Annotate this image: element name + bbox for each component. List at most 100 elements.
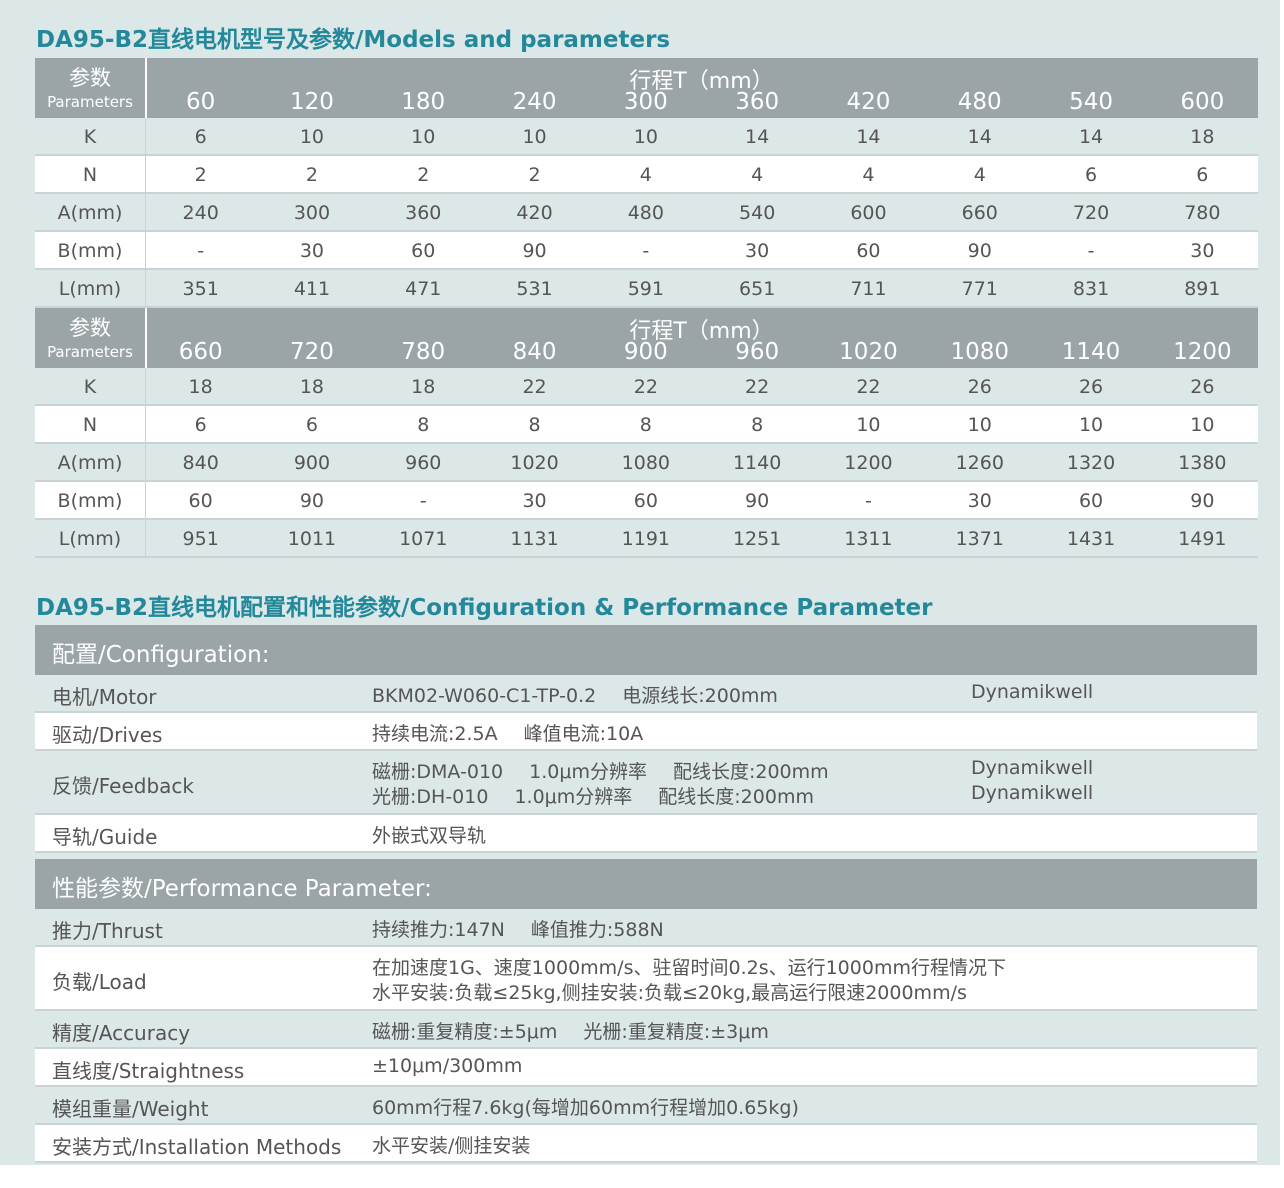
stroke: 120 <box>289 89 334 115</box>
row-divider <box>145 520 146 558</box>
stroke: 60 <box>186 89 216 115</box>
cell-value: - <box>865 490 872 512</box>
row-label: 电机/Motor <box>52 685 157 709</box>
cell-value: - <box>197 240 205 262</box>
cell-value: 90 <box>1190 490 1215 512</box>
stroke: 240 <box>512 89 557 115</box>
header-divider <box>145 308 147 368</box>
row-label: 反馈/Feedback <box>52 774 194 798</box>
row-line: 在加速度1G、速度1000mm/s、驻留时间0.2s、运行1000mm行程情况下 <box>372 953 1032 980</box>
cell-value: 651 <box>739 278 776 300</box>
row-text: 外嵌式双导轨 <box>372 825 487 847</box>
row-divider <box>145 444 146 482</box>
row-text: 光栅:DH-010 <box>372 786 489 808</box>
cell-value: 1251 <box>732 528 782 550</box>
cell-value: 411 <box>293 278 331 300</box>
cell-value: 10 <box>1190 414 1215 436</box>
cell-value: 540 <box>739 202 776 224</box>
brand: Dynamikwell <box>971 681 1094 703</box>
row-label: 推力/Thrust <box>52 919 163 943</box>
row-label: 模组重量/Weight <box>52 1097 209 1121</box>
cell-value: 1140 <box>732 452 782 474</box>
cell-value: 720 <box>1072 202 1110 224</box>
cell-value: 951 <box>182 528 219 550</box>
table-header <box>35 308 1258 368</box>
table-row <box>35 118 1258 156</box>
row-divider <box>145 118 146 156</box>
cell-value: 10 <box>522 126 547 148</box>
cell-value: 2 <box>194 164 207 186</box>
cell-value: 22 <box>522 376 547 398</box>
row-line: 水平安装:负载≤25kg,侧挂安装:负载≤20kg,最高运行限速2000mm/s <box>372 978 993 1005</box>
stroke: 1200 <box>1173 339 1232 365</box>
cell-value: 60 <box>411 240 436 262</box>
row-text: 水平安装:负载≤25kg,侧挂安装:负载≤20kg,最高运行限速2000mm/s <box>372 982 967 1004</box>
row-divider <box>145 156 146 194</box>
stroke: 780 <box>401 339 446 365</box>
table-row <box>35 156 1258 194</box>
stroke: 480 <box>957 89 1002 115</box>
group-heading: 配置/Configuration: <box>52 642 270 668</box>
cell-value: 18 <box>188 376 213 398</box>
row-label: L(mm) <box>58 278 122 300</box>
stroke: 1140 <box>1061 339 1121 365</box>
cell-value: 900 <box>293 452 331 474</box>
row-label: A(mm) <box>57 202 123 224</box>
cell-value: 1491 <box>1178 528 1227 550</box>
table-row <box>35 815 1257 853</box>
cell-value: 60 <box>856 240 881 262</box>
row-divider <box>145 368 146 406</box>
row-text: 磁栅:重复精度:±5μm <box>372 1021 558 1043</box>
table-row <box>35 1049 1257 1087</box>
cell-value: 891 <box>1184 278 1221 300</box>
cell-value: 18 <box>1190 126 1215 148</box>
group-header <box>35 859 1257 909</box>
cell-value: 771 <box>961 278 998 300</box>
row-label: 负载/Load <box>52 970 147 994</box>
cell-value: 26 <box>1190 376 1215 398</box>
cell-value: - <box>419 490 427 512</box>
param-label: 参数 <box>69 66 111 90</box>
cell-value: 26 <box>1078 376 1104 398</box>
cell-value: 1200 <box>844 452 893 474</box>
row-line: 光栅:DH-010 1.0μm分辨率 配线长度:200mm <box>372 782 840 809</box>
row-text: ±10μm/300mm <box>372 1055 523 1077</box>
row-text: 磁栅:DMA-010 <box>372 761 504 783</box>
row-line: 持续电流:2.5A 峰值电流:10A <box>372 719 669 746</box>
row-text: 1.0μm分辨率 <box>529 761 647 783</box>
table-row <box>35 444 1258 482</box>
cell-value: 4 <box>751 164 764 186</box>
cell-value: 840 <box>182 452 219 474</box>
stroke-label: 行程T（mm） <box>629 69 774 94</box>
cell-value: 351 <box>182 278 219 300</box>
row-label: K <box>83 376 97 398</box>
cell-value: 22 <box>633 376 658 398</box>
cell-value: 420 <box>516 202 553 224</box>
cell-value: 60 <box>1078 490 1104 512</box>
table-row <box>35 947 1257 1011</box>
row-text: 电源线长:200mm <box>622 685 778 707</box>
cell-value: 14 <box>745 126 770 148</box>
cell-value: 30 <box>299 240 325 262</box>
cell-value: 300 <box>293 202 331 224</box>
row-line: 60mm行程7.6kg(每增加60mm行程增加0.65kg) <box>372 1093 825 1120</box>
cell-value: 780 <box>1184 202 1221 224</box>
cell-value: 22 <box>745 376 770 398</box>
cell-value: 90 <box>967 240 992 262</box>
row-label: A(mm) <box>57 452 123 474</box>
row-text: 持续推力:147N <box>372 919 505 941</box>
cell-value: 8 <box>528 414 541 436</box>
cell-value: 4 <box>973 164 986 186</box>
table-row <box>35 232 1258 270</box>
cell-value: 22 <box>856 376 881 398</box>
row-label: 驱动/Drives <box>52 723 163 747</box>
cell-value: 30 <box>745 240 770 262</box>
cell-value: 18 <box>411 376 436 398</box>
row-line: 持续推力:147N 峰值推力:588N <box>372 915 690 942</box>
table-row <box>35 1125 1257 1163</box>
cell-value: 14 <box>1078 126 1104 148</box>
section-title: DA95-B2直线电机型号及参数/Models and parameters <box>36 27 671 53</box>
cell-value: 90 <box>745 490 770 512</box>
cell-value: 6 <box>194 414 207 436</box>
cell-value: 10 <box>967 414 992 436</box>
